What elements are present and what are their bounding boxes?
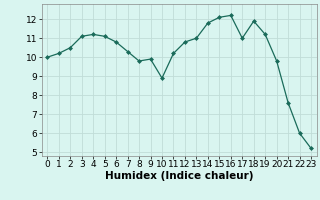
X-axis label: Humidex (Indice chaleur): Humidex (Indice chaleur) — [105, 171, 253, 181]
